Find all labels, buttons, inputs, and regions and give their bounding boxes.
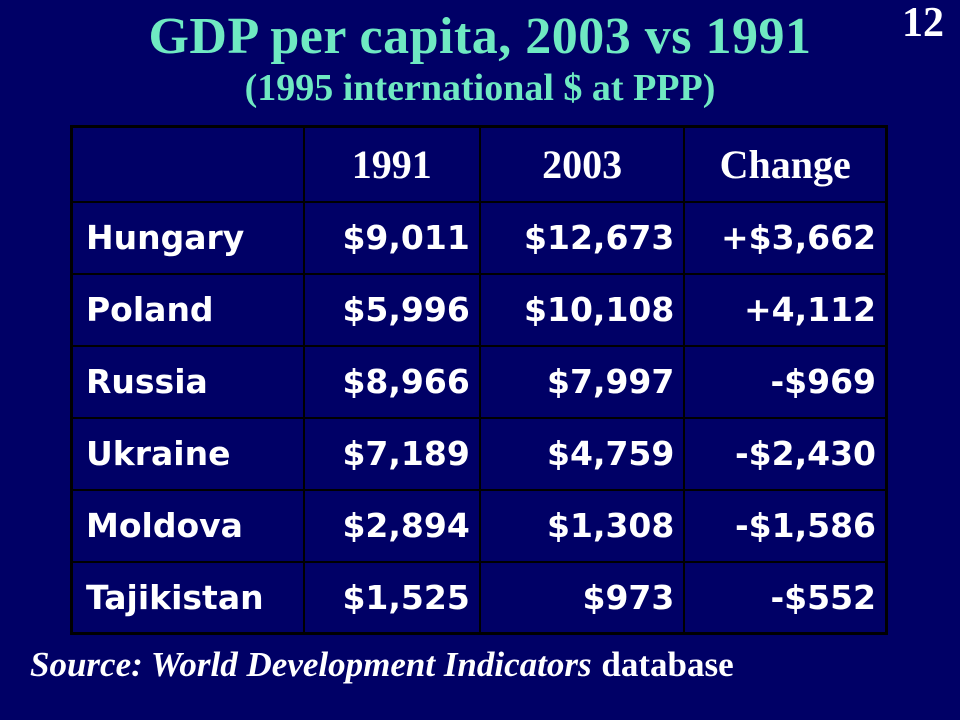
page-number: 12 bbox=[902, 0, 944, 46]
value-1991-cell: $8,966 bbox=[302, 344, 481, 419]
slide-title: GDP per capita, 2003 vs 1991 bbox=[148, 8, 812, 65]
value-1991-cell: $1,525 bbox=[302, 560, 481, 635]
change-cell: +4,112 bbox=[683, 272, 888, 347]
country-cell: Hungary bbox=[70, 200, 305, 275]
table-header-row: 1991 2003 Change bbox=[70, 125, 888, 203]
value-2003-cell: $4,759 bbox=[478, 416, 686, 491]
value-2003-cell: $10,108 bbox=[478, 272, 686, 347]
value-1991-cell: $7,189 bbox=[302, 416, 481, 491]
slide-subtitle: (1995 international $ at PPP) bbox=[244, 66, 716, 109]
table-row: Poland $5,996 $10,108 +4,112 bbox=[70, 272, 888, 347]
table-row: Hungary $9,011 $12,673 +$3,662 bbox=[70, 200, 888, 275]
value-2003-cell: $1,308 bbox=[478, 488, 686, 563]
table-row: Ukraine $7,189 $4,759 -$2,430 bbox=[70, 416, 888, 491]
table-row: Tajikistan $1,525 $973 -$552 bbox=[70, 560, 888, 635]
value-1991-cell: $2,894 bbox=[302, 488, 481, 563]
country-cell: Russia bbox=[70, 344, 305, 419]
value-1991-cell: $9,011 bbox=[302, 200, 481, 275]
header-2003: 2003 bbox=[478, 125, 686, 203]
change-cell: +$3,662 bbox=[683, 200, 888, 275]
value-2003-cell: $12,673 bbox=[478, 200, 686, 275]
source-text-italic: Source: World Development Indicators bbox=[30, 645, 592, 684]
country-cell: Ukraine bbox=[70, 416, 305, 491]
table-row: Russia $8,966 $7,997 -$969 bbox=[70, 344, 888, 419]
header-1991: 1991 bbox=[302, 125, 481, 203]
value-2003-cell: $7,997 bbox=[478, 344, 686, 419]
country-cell: Moldova bbox=[70, 488, 305, 563]
source-text-regular: database bbox=[601, 645, 734, 684]
country-cell: Tajikistan bbox=[70, 560, 305, 635]
value-2003-cell: $973 bbox=[478, 560, 686, 635]
header-blank bbox=[70, 125, 305, 203]
gdp-table: 1991 2003 Change Hungary $9,011 $12,673 … bbox=[70, 125, 888, 635]
change-cell: -$1,586 bbox=[683, 488, 888, 563]
value-1991-cell: $5,996 bbox=[302, 272, 481, 347]
source-line: Source: World Development Indicators data… bbox=[30, 645, 734, 685]
change-cell: -$969 bbox=[683, 344, 888, 419]
change-cell: -$2,430 bbox=[683, 416, 888, 491]
header-change: Change bbox=[683, 125, 888, 203]
title-block: GDP per capita, 2003 vs 1991 (1995 inter… bbox=[0, 0, 960, 108]
table-row: Moldova $2,894 $1,308 -$1,586 bbox=[70, 488, 888, 563]
change-cell: -$552 bbox=[683, 560, 888, 635]
country-cell: Poland bbox=[70, 272, 305, 347]
